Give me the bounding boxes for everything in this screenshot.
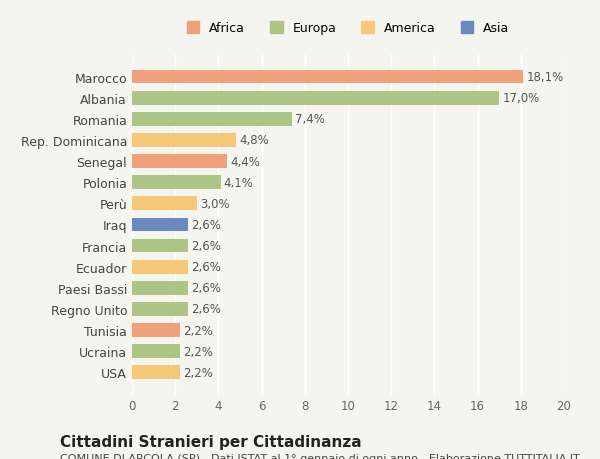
Bar <box>132 345 179 358</box>
Text: Cittadini Stranieri per Cittadinanza: Cittadini Stranieri per Cittadinanza <box>60 434 362 449</box>
Text: COMUNE DI ARCOLA (SP) - Dati ISTAT al 1° gennaio di ogni anno - Elaborazione TUT: COMUNE DI ARCOLA (SP) - Dati ISTAT al 1°… <box>60 453 580 459</box>
Text: 4,8%: 4,8% <box>239 134 269 147</box>
Bar <box>132 218 188 232</box>
Bar <box>132 324 179 337</box>
Bar <box>132 155 227 168</box>
Text: 7,4%: 7,4% <box>295 113 325 126</box>
Bar <box>132 197 197 211</box>
Text: 2,2%: 2,2% <box>183 324 212 337</box>
Bar <box>132 239 188 253</box>
Text: 2,2%: 2,2% <box>183 366 212 379</box>
Text: 2,6%: 2,6% <box>191 261 221 274</box>
Bar <box>132 176 221 190</box>
Text: 17,0%: 17,0% <box>502 92 539 105</box>
Bar <box>132 112 292 126</box>
Bar <box>132 134 236 147</box>
Text: 4,1%: 4,1% <box>224 176 254 189</box>
Text: 3,0%: 3,0% <box>200 197 230 210</box>
Bar <box>132 260 188 274</box>
Bar <box>132 92 499 105</box>
Text: 2,6%: 2,6% <box>191 218 221 231</box>
Text: 4,4%: 4,4% <box>230 155 260 168</box>
Text: 2,6%: 2,6% <box>191 303 221 316</box>
Text: 2,6%: 2,6% <box>191 240 221 252</box>
Legend: Africa, Europa, America, Asia: Africa, Europa, America, Asia <box>182 17 514 40</box>
Text: 2,2%: 2,2% <box>183 345 212 358</box>
Bar <box>132 366 179 379</box>
Bar <box>132 302 188 316</box>
Text: 18,1%: 18,1% <box>526 71 563 84</box>
Text: 2,6%: 2,6% <box>191 282 221 295</box>
Bar <box>132 71 523 84</box>
Bar <box>132 281 188 295</box>
